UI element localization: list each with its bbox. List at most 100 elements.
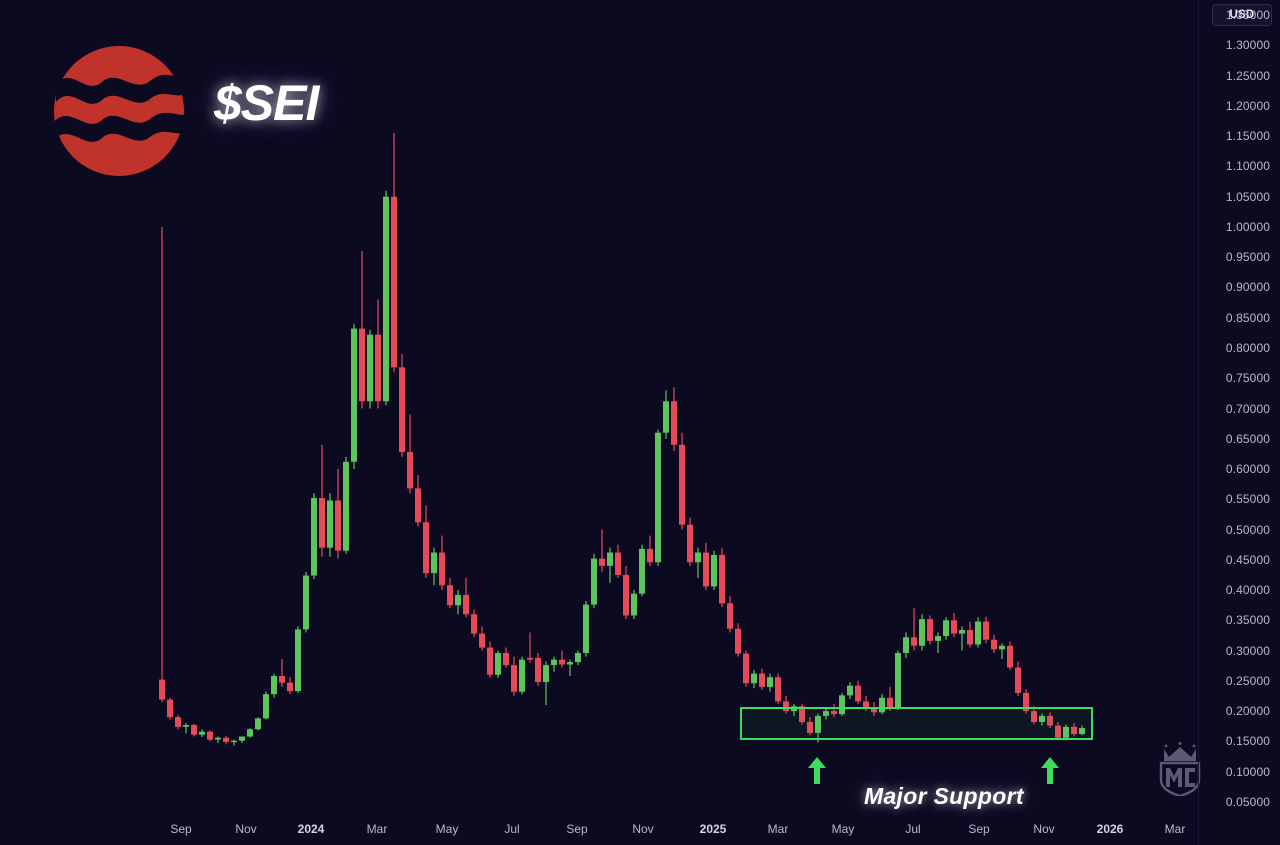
candlestick — [215, 736, 221, 744]
time-axis-tick: Sep — [968, 822, 990, 836]
candlestick — [879, 694, 885, 715]
candlestick — [1055, 721, 1061, 741]
candlestick — [655, 429, 661, 566]
candlestick — [671, 387, 677, 451]
candlestick — [487, 641, 493, 678]
price-axis[interactable]: USD 1.35000 1.30000 1.25000 1.20000 1.15000 1… — [1198, 0, 1280, 845]
price-axis-tick: 1.35000 — [1225, 8, 1270, 23]
candlestick — [303, 571, 309, 633]
candlestick — [775, 673, 781, 704]
price-axis-tick: 0.05000 — [1225, 794, 1270, 809]
price-axis-tick: 1.25000 — [1225, 68, 1270, 83]
candlestick — [431, 547, 437, 586]
candlestick — [927, 615, 933, 645]
time-axis-tick: Mar — [767, 822, 789, 836]
candlestick — [919, 614, 925, 651]
candlestick — [407, 414, 413, 494]
time-axis-tick: May — [831, 822, 855, 836]
candlestick — [607, 547, 613, 583]
major-support-label: Major Support — [864, 783, 1024, 809]
candlestick — [199, 729, 205, 738]
candlestick — [1015, 661, 1021, 696]
candlestick — [351, 323, 357, 470]
candlestick — [575, 650, 581, 666]
page-title: $SEI — [214, 75, 319, 131]
candlestick — [895, 650, 901, 710]
candlestick — [423, 505, 429, 578]
candlestick — [1071, 723, 1077, 737]
price-axis-tick: 0.75000 — [1225, 371, 1270, 386]
candlestick — [615, 544, 621, 578]
candlestick — [1047, 712, 1053, 729]
candlestick — [591, 553, 597, 609]
candlestick — [279, 659, 285, 687]
candlestick — [847, 682, 853, 699]
time-axis-tick: 2024 — [297, 822, 325, 836]
price-axis-tick: 0.80000 — [1225, 340, 1270, 355]
candlestick — [455, 590, 461, 615]
candlestick — [623, 565, 629, 620]
time-axis-tick: Nov — [235, 822, 257, 836]
candlestick — [447, 577, 453, 609]
price-axis-tick: 1.15000 — [1225, 129, 1270, 144]
candlestick — [311, 493, 317, 580]
candlestick — [1023, 689, 1029, 714]
candlestick — [639, 544, 645, 597]
candlestick — [231, 739, 237, 746]
candlestick — [391, 133, 397, 373]
candlestick — [479, 626, 485, 651]
chart-plot-area[interactable]: Major Support — [0, 0, 1198, 817]
candlestick — [167, 697, 173, 720]
time-axis-tick: Mar — [366, 822, 388, 836]
price-axis-tick: 0.85000 — [1225, 310, 1270, 325]
price-axis-tick: 0.55000 — [1225, 492, 1270, 507]
candlestick — [263, 691, 269, 720]
candlestick — [543, 661, 549, 706]
candlestick — [599, 529, 605, 572]
candlestick — [223, 735, 229, 745]
price-axis-tick: 0.30000 — [1225, 643, 1270, 658]
price-axis-tick: 0.10000 — [1225, 764, 1270, 779]
price-axis-tick: 1.00000 — [1225, 219, 1270, 234]
support-arrow-left-icon — [808, 757, 826, 784]
candlestick — [991, 634, 997, 653]
time-axis-tick: Sep — [170, 822, 192, 836]
price-axis-tick: 1.20000 — [1225, 98, 1270, 113]
candlestick — [663, 390, 669, 439]
time-axis-tick: Jul — [905, 822, 921, 836]
candlestick — [767, 673, 773, 692]
candlestick — [703, 542, 709, 591]
candlestick — [679, 432, 685, 530]
candlestick — [511, 656, 517, 696]
candlestick — [255, 717, 261, 731]
candlestick — [271, 673, 277, 698]
currency-badge[interactable]: USD — [1212, 4, 1272, 26]
price-axis-tick: 0.45000 — [1225, 552, 1270, 567]
candlestick — [783, 695, 789, 714]
sei-logo-icon — [54, 46, 184, 176]
candlestick-series — [159, 133, 1085, 746]
major-support-zone — [740, 707, 1093, 740]
candlestick — [743, 650, 749, 687]
candlestick — [287, 677, 293, 695]
candlestick — [1079, 725, 1085, 736]
candlestick — [343, 456, 349, 554]
time-axis[interactable]: Sep Nov 2024 Mar May Jul Sep Nov 2025 Mar May Jul Se… — [0, 817, 1198, 845]
candlestick — [855, 680, 861, 704]
candlestick — [519, 656, 525, 695]
candlestick — [831, 703, 837, 718]
candlestick — [399, 354, 405, 457]
candlestick — [319, 444, 325, 557]
candlestick — [719, 547, 725, 608]
time-axis-tick: Jul — [504, 822, 520, 836]
price-axis-tick: 0.70000 — [1225, 401, 1270, 416]
candlestick — [983, 616, 989, 644]
price-axis-tick: 0.95000 — [1225, 250, 1270, 265]
candlestick — [799, 703, 805, 725]
candlestick — [807, 717, 813, 736]
candlestick — [359, 251, 365, 409]
price-axis-tick: 0.40000 — [1225, 583, 1270, 598]
time-axis-tick: 2026 — [1096, 822, 1124, 836]
price-axis-tick: 0.35000 — [1225, 613, 1270, 628]
candlestick — [751, 669, 757, 689]
